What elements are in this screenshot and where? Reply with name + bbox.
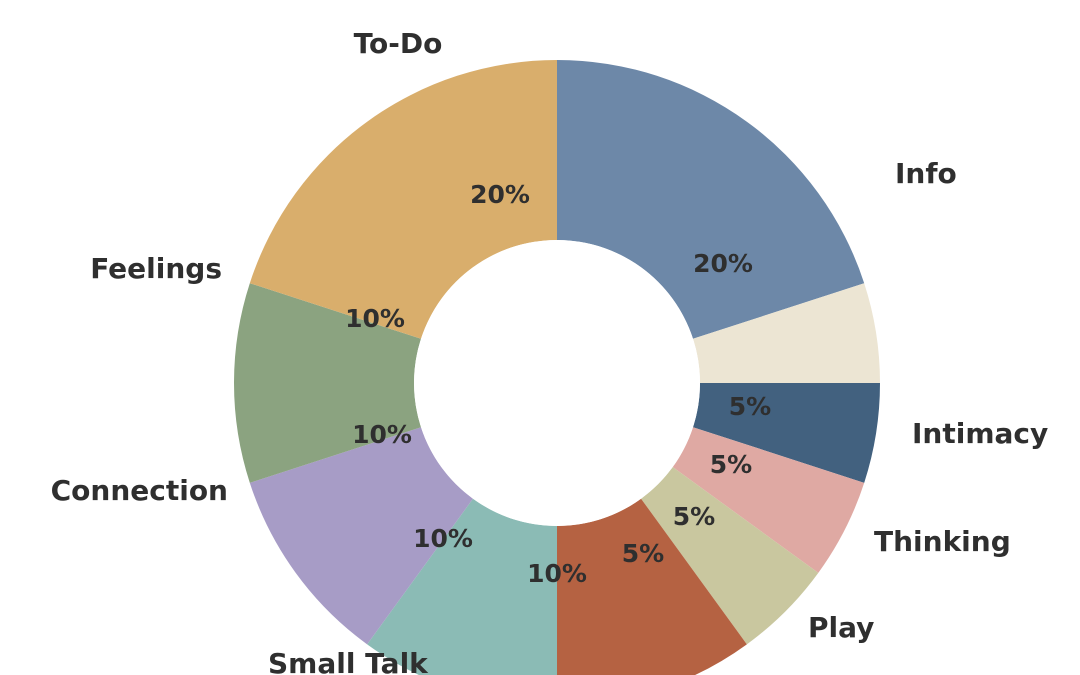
donut-slice-thinking[interactable] [693,383,880,483]
slice-category-label-info: Info [895,157,957,190]
slice-category-label-thinking: Thinking [874,525,1011,558]
slice-percent-label: 10% [413,524,473,553]
slice-percent-label: 5% [622,539,664,568]
donut-slice-to-do[interactable] [249,60,557,339]
slice-percent-label: 10% [352,420,412,449]
slice-percent-label: 20% [470,180,530,209]
percentage-label-layer: 20% 5% 5% 5% 5% 10% 10% 10% 10% 20% [345,180,771,588]
donut-slice-support[interactable] [641,467,819,645]
slice-percent-label: 20% [693,249,753,278]
slice-category-label-to-do: To-Do [354,27,443,60]
slice-category-label-small-talk: Small Talk [268,647,429,675]
slice-percent-label: 5% [710,450,752,479]
donut-hole [414,240,700,526]
donut-slice-venting[interactable] [557,498,747,675]
category-label-layer: Info Intimacy Thinking Play Small Talk Connec… [51,27,1049,675]
slice-category-label-connection: Connection [51,474,228,507]
slice-category-label-intimacy: Intimacy [912,417,1048,450]
slice-percent-label: 10% [345,304,405,333]
slice-layer [234,60,880,675]
donut-slice-play[interactable] [672,427,865,573]
slice-category-label-feelings: Feelings [90,252,222,285]
slice-percent-label: 5% [729,392,771,421]
donut-slice-intimacy[interactable] [693,283,880,383]
donut-slice-connection[interactable] [249,427,473,645]
slice-percent-label: 10% [527,559,587,588]
donut-slice-small-talk[interactable] [367,498,557,675]
slice-percent-label: 5% [673,502,715,531]
donut-slice-info[interactable] [557,60,865,339]
slice-category-label-play: Play [808,611,874,644]
donut-slice-feelings[interactable] [234,283,421,483]
